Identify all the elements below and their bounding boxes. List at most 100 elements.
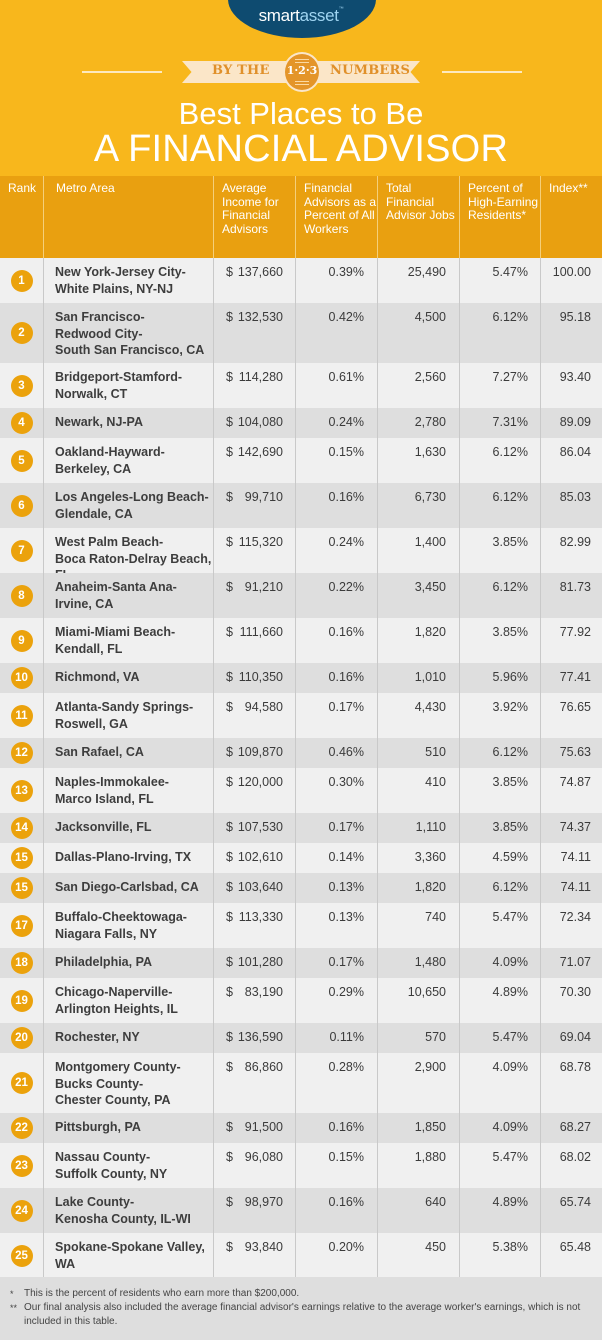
metro-area-cell: Philadelphia, PA — [44, 948, 214, 978]
metro-area-cell: Richmond, VA — [44, 663, 214, 693]
footnote-mark: * — [10, 1289, 14, 1299]
income-value: 91,210 — [244, 580, 283, 594]
index-cell: 70.30 — [559, 985, 591, 999]
currency-symbol: $ — [226, 445, 233, 459]
table-body: 1 New York-Jersey City- White Plains, NY-… — [0, 258, 602, 1278]
high-earning-cell: 3.92% — [460, 693, 541, 738]
currency-symbol: $ — [226, 820, 233, 834]
percent-workers-cell: 0.17% — [296, 693, 378, 738]
index-cell: 65.48 — [559, 1240, 591, 1254]
metro-area-cell: Los Angeles-Long Beach- Glendale, CA — [44, 483, 214, 528]
metro-area-cell: Bridgeport-Stamford- Norwalk, CT — [44, 363, 214, 408]
index-cell: 65.74 — [559, 1195, 591, 1209]
metro-area-cell: Montgomery County- Bucks County- Chester… — [44, 1053, 214, 1113]
metro-area-cell: West Palm Beach- Boca Raton-Delray Beach… — [44, 528, 214, 582]
rank-cell: 8 — [0, 573, 44, 618]
banner-right-text: NUMBERS — [330, 63, 411, 78]
rank-badge: 19 — [10, 989, 33, 1012]
badge-line — [295, 81, 309, 82]
index-cell: 82.99 — [559, 535, 591, 549]
currency-symbol: $ — [226, 310, 233, 324]
currency-symbol: $ — [226, 1120, 233, 1134]
income-value: 109,870 — [237, 745, 283, 759]
total-jobs-cell: 450 — [378, 1233, 460, 1278]
metro-area-cell: New York-Jersey City- White Plains, NY-N… — [44, 258, 214, 303]
index-cell: 74.11 — [560, 880, 591, 894]
rank-badge: 1 — [10, 269, 33, 292]
index-cell: 68.27 — [559, 1120, 591, 1134]
high-earning-cell: 7.27% — [460, 363, 541, 408]
rank-badge: 11 — [10, 704, 33, 727]
percent-workers-cell: 0.16% — [296, 1188, 378, 1233]
index-cell: 75.63 — [559, 745, 591, 759]
percent-workers-cell: 0.46% — [296, 738, 378, 768]
percent-workers-cell: 0.22% — [296, 573, 378, 618]
income-value: 103,640 — [237, 880, 283, 894]
percent-workers-cell: 0.17% — [296, 948, 378, 978]
percent-workers-cell: 0.29% — [296, 978, 378, 1023]
income-value: 99,710 — [244, 490, 283, 504]
rank-cell: 24 — [0, 1188, 44, 1233]
income-value: 93,840 — [244, 1240, 283, 1254]
table-row: 18 Philadelphia, PA $101,280 0.17% 1,480 4.09… — [0, 948, 602, 978]
rank-badge: 7 — [10, 539, 33, 562]
rank-cell: 4 — [0, 408, 44, 438]
header-percent-workers: Financial Advisors as a Percent of All W… — [296, 176, 378, 258]
rank-cell: 19 — [0, 978, 44, 1023]
income-cell: $91,500 — [214, 1113, 296, 1143]
rank-cell: 2 — [0, 303, 44, 363]
metro-area-cell: Spokane-Spokane Valley, WA — [44, 1233, 214, 1278]
rank-cell: 10 — [0, 663, 44, 693]
income-cell: $94,580 — [214, 693, 296, 738]
percent-workers-cell: 0.13% — [296, 903, 378, 948]
rank-cell: 20 — [0, 1023, 44, 1053]
total-jobs-cell: 25,490 — [378, 258, 460, 303]
currency-symbol: $ — [226, 670, 233, 684]
percent-workers-cell: 0.16% — [296, 618, 378, 663]
rank-cell: 13 — [0, 768, 44, 813]
rank-badge: 15 — [10, 847, 33, 869]
rank-cell: 21 — [0, 1053, 44, 1113]
total-jobs-cell: 410 — [378, 768, 460, 813]
high-earning-cell: 3.85% — [460, 618, 541, 663]
income-cell: $114,280 — [214, 363, 296, 408]
currency-symbol: $ — [226, 910, 233, 924]
rank-cell: 1 — [0, 258, 44, 303]
income-value: 104,080 — [237, 415, 283, 429]
currency-symbol: $ — [226, 775, 233, 789]
total-jobs-cell: 640 — [378, 1188, 460, 1233]
page-title-line1: Best Places to Be — [178, 96, 424, 131]
table-row: 15 Dallas-Plano-Irving, TX $102,610 0.14% 3,… — [0, 843, 602, 873]
high-earning-cell: 6.12% — [460, 438, 541, 483]
metro-area-cell: Miami-Miami Beach- Kendall, FL — [44, 618, 214, 663]
metro-area-cell: Anaheim-Santa Ana- Irvine, CA — [44, 573, 214, 618]
income-value: 111,660 — [239, 625, 283, 639]
income-cell: $107,530 — [214, 813, 296, 843]
income-value: 114,280 — [238, 370, 283, 384]
total-jobs-cell: 3,450 — [378, 573, 460, 618]
high-earning-cell: 4.09% — [460, 948, 541, 978]
total-jobs-cell: 6,730 — [378, 483, 460, 528]
income-cell: $110,350 — [214, 663, 296, 693]
table-row: 1 New York-Jersey City- White Plains, NY-… — [0, 258, 602, 303]
high-earning-cell: 6.12% — [460, 738, 541, 768]
table-row: 15 San Diego-Carlsbad, CA $103,640 0.13% 1,8… — [0, 873, 602, 903]
income-cell: $120,000 — [214, 768, 296, 813]
rank-cell: 11 — [0, 693, 44, 738]
footnote-2: ** Our final analysis also included the … — [10, 1301, 590, 1329]
index-cell: 72.34 — [559, 910, 591, 924]
high-earning-cell: 5.96% — [460, 663, 541, 693]
table-row: 9 Miami-Miami Beach- Kendall, FL $111,660 0… — [0, 618, 602, 663]
smartasset-logo: smartasset™ — [0, 6, 602, 26]
footnote-text: Our final analysis also included the ave… — [24, 1302, 581, 1327]
rank-cell: 15 — [0, 843, 44, 873]
currency-symbol: $ — [226, 955, 233, 969]
high-earning-cell: 4.89% — [460, 1188, 541, 1233]
income-value: 102,610 — [237, 850, 283, 864]
percent-workers-cell: 0.13% — [296, 873, 378, 903]
income-value: 132,530 — [237, 310, 283, 324]
rank-badge: 9 — [10, 629, 33, 652]
total-jobs-cell: 740 — [378, 903, 460, 948]
index-cell: 68.02 — [559, 1150, 591, 1164]
total-jobs-cell: 1,110 — [378, 813, 460, 843]
